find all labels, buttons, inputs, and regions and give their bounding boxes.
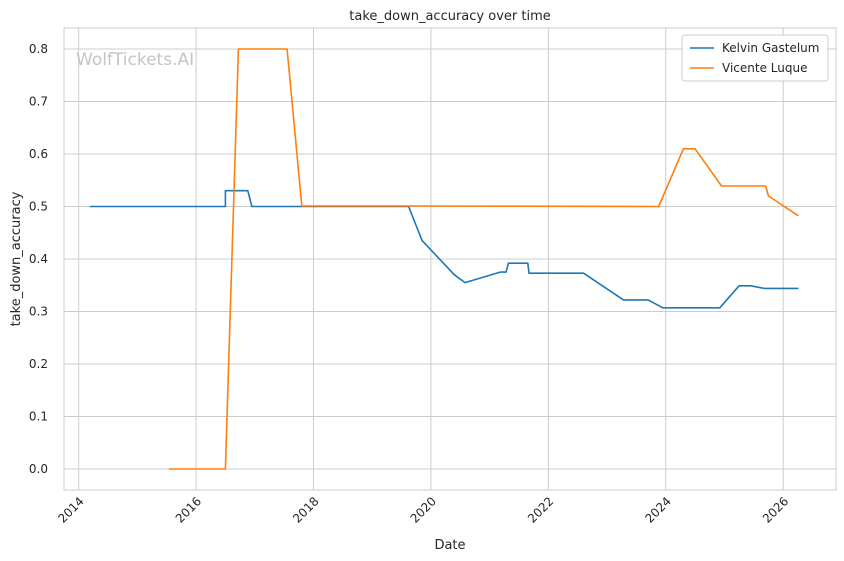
grid-layer bbox=[64, 28, 836, 490]
y-axis-title: take_down_accuracy bbox=[9, 191, 24, 326]
y-tick-label-1: 0.1 bbox=[29, 410, 48, 424]
y-tick-label-5: 0.5 bbox=[29, 200, 48, 214]
y-tick-label-3: 0.3 bbox=[29, 305, 48, 319]
legend-label-kelvin-gastelum: Kelvin Gastelum bbox=[722, 41, 819, 55]
legend-label-vicente-luque: Vicente Luque bbox=[722, 61, 807, 75]
x-axis-ticks: 2014 2016 2018 2020 2022 2024 2026 bbox=[55, 494, 791, 525]
series-line-kelvin-gastelum bbox=[89, 189, 799, 309]
y-tick-label-4: 0.4 bbox=[29, 252, 48, 266]
legend: Kelvin Gastelum Vicente Luque bbox=[681, 34, 829, 82]
y-tick-label-2: 0.2 bbox=[29, 357, 48, 371]
chart-title: take_down_accuracy over time bbox=[349, 9, 550, 24]
x-tick-label-2020: 2020 bbox=[408, 494, 439, 525]
x-tick-label-2016: 2016 bbox=[173, 494, 204, 525]
x-tick-label-2024: 2024 bbox=[642, 494, 673, 525]
y-tick-label-0: 0.0 bbox=[29, 462, 48, 476]
legend-box bbox=[681, 34, 829, 82]
plot-frame bbox=[63, 27, 837, 491]
x-tick-label-2026: 2026 bbox=[760, 494, 791, 525]
x-axis-title: Date bbox=[434, 538, 465, 553]
y-tick-label-8: 0.8 bbox=[29, 42, 48, 56]
y-tick-label-6: 0.6 bbox=[29, 147, 48, 161]
series-line-vicente-luque bbox=[168, 48, 799, 470]
x-tick-label-2018: 2018 bbox=[290, 494, 321, 525]
x-tick-label-2022: 2022 bbox=[525, 494, 556, 525]
y-tick-label-7: 0.7 bbox=[29, 95, 48, 109]
y-axis-ticks: 0.0 0.1 0.2 0.3 0.4 0.5 0.6 0.7 0.8 bbox=[29, 42, 48, 476]
x-tick-label-2014: 2014 bbox=[55, 494, 86, 525]
watermark-text: WolfTickets.AI bbox=[76, 50, 194, 70]
series-layer bbox=[89, 48, 799, 470]
